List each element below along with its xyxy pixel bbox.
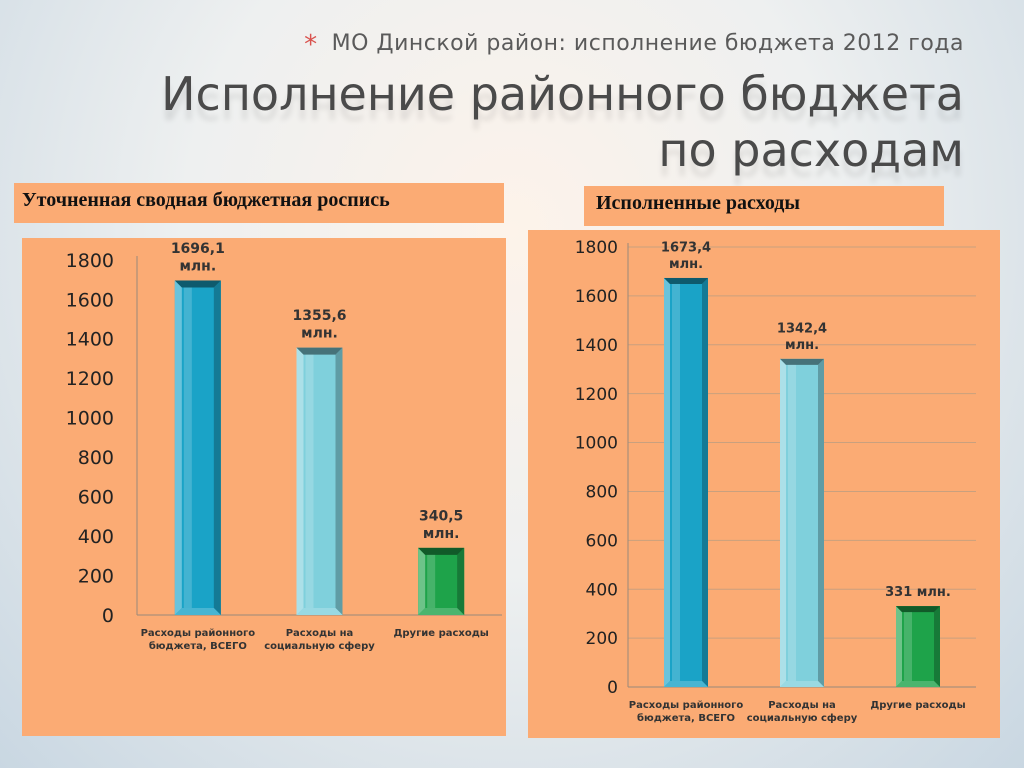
y-tick-label: 1000 — [66, 408, 114, 430]
y-tick-label: 400 — [586, 580, 618, 600]
data-label: млн. — [423, 526, 460, 542]
title-line-1: Исполнение районного бюджета — [161, 67, 964, 121]
category-label: Расходы на — [768, 700, 836, 711]
y-tick-label: 0 — [607, 678, 618, 698]
category-label: социальную сферу — [264, 640, 375, 652]
y-tick-label: 1200 — [575, 385, 618, 405]
data-label: 1342,4 — [777, 322, 827, 337]
data-label: млн. — [301, 326, 338, 342]
category-label: Расходы на — [286, 628, 354, 639]
bar — [296, 347, 343, 615]
category-label: Расходы районного — [141, 628, 256, 639]
data-label: млн. — [669, 257, 703, 272]
slide-title: Исполнение районного бюджета по расходам — [161, 66, 964, 178]
category-label: бюджета, ВСЕГО — [637, 712, 735, 724]
y-tick-label: 200 — [586, 629, 618, 649]
bar — [896, 606, 940, 687]
category-label: социальную сферу — [747, 712, 858, 724]
chart-1-plot: 0200400600800100012001400160018001696,1м… — [66, 241, 502, 652]
chart-2-title: Исполненные расходы — [584, 186, 944, 226]
y-tick-label: 1800 — [575, 238, 618, 258]
y-tick-label: 1600 — [66, 289, 114, 311]
bar — [418, 547, 465, 615]
data-label: 1696,1 — [171, 241, 225, 257]
slide-subtitle: * МО Динской район: исполнение бюджета 20… — [304, 30, 964, 60]
bar — [174, 280, 221, 615]
category-label: Другие расходы — [393, 628, 488, 639]
data-label: 1355,6 — [292, 308, 346, 324]
chart-1-panel: 0 200 400 600 800 1000 1200 1400 1600 1800 1696,1 м… — [22, 238, 506, 736]
bar — [664, 277, 708, 687]
y-tick-label: 1200 — [66, 368, 114, 390]
data-label: млн. — [179, 258, 216, 274]
subtitle-text: МО Динской район: исполнение бюджета 201… — [331, 31, 964, 56]
category-label: Другие расходы — [870, 700, 965, 711]
data-label: млн. — [785, 338, 819, 353]
data-label: 1673,4 — [661, 241, 711, 256]
y-tick-label: 800 — [586, 483, 618, 503]
data-label: 331 млн. — [885, 585, 951, 600]
bar — [780, 358, 824, 687]
chart-1-title: Уточненная сводная бюджетная роспись — [14, 183, 504, 223]
y-tick-label: 1800 — [66, 250, 114, 272]
y-tick-label: 1600 — [575, 287, 618, 307]
chart-2-panel: 0 200 400 600 800 1000 1200 1400 1600 1800 1673,4 м… — [528, 230, 1000, 738]
y-tick-label: 800 — [78, 447, 114, 469]
bullet-star: * — [304, 30, 318, 60]
y-tick-label: 200 — [78, 565, 114, 587]
y-tick-label: 1000 — [575, 434, 618, 454]
y-tick-label: 400 — [78, 526, 114, 548]
category-label: Расходы районного — [629, 700, 744, 711]
data-label: 340,5 — [419, 508, 463, 524]
y-tick-label: 600 — [78, 487, 114, 509]
y-tick-label: 0 — [102, 605, 114, 627]
y-tick-label: 1400 — [66, 329, 114, 351]
y-tick-label: 1400 — [575, 336, 618, 356]
category-label: бюджета, ВСЕГО — [149, 640, 247, 652]
y-tick-label: 600 — [586, 531, 618, 551]
title-line-2: по расходам — [658, 123, 964, 177]
